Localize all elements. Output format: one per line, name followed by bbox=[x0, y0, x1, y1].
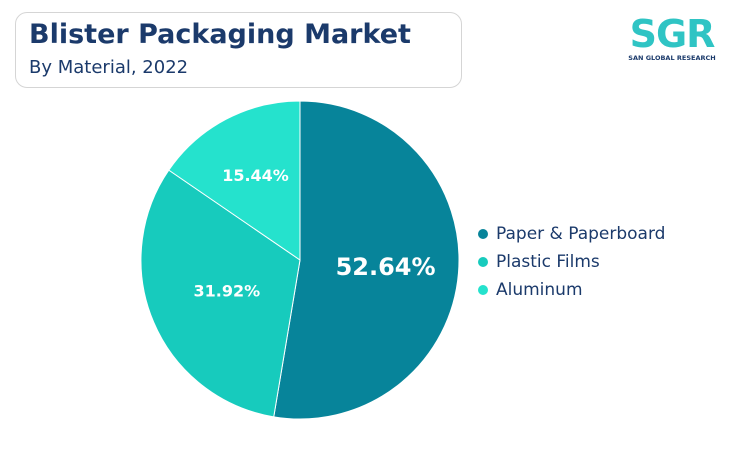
pie-slice-aluminum bbox=[168, 100, 301, 261]
pie-slice-paper-paperboard bbox=[273, 100, 460, 420]
title-box: Blister Packaging Market By Material, 20… bbox=[15, 12, 462, 88]
legend-item: Plastic Films bbox=[478, 248, 665, 276]
legend-swatch bbox=[478, 229, 488, 239]
data-label: 15.44% bbox=[222, 166, 289, 185]
legend-item: Paper & Paperboard bbox=[478, 220, 665, 248]
legend-swatch bbox=[478, 285, 488, 295]
logo-mark: SGR bbox=[629, 12, 716, 56]
chart-title: Blister Packaging Market bbox=[29, 19, 411, 50]
legend-item: Aluminum bbox=[478, 276, 665, 304]
logo-name: SAN GLOBAL RESEARCH bbox=[628, 54, 716, 62]
pie-slice-plastic-films bbox=[140, 169, 301, 418]
legend-label: Aluminum bbox=[496, 280, 583, 300]
legend-swatch bbox=[478, 257, 488, 267]
legend: Paper & Paperboard Plastic Films Aluminum bbox=[478, 220, 665, 304]
brand-logo: SGR SAN GLOBAL RESEARCH bbox=[622, 12, 722, 72]
data-label: 52.64% bbox=[336, 253, 436, 281]
data-label: 31.92% bbox=[194, 282, 261, 301]
chart-subtitle: By Material, 2022 bbox=[29, 57, 189, 78]
legend-label: Plastic Films bbox=[496, 252, 600, 272]
legend-label: Paper & Paperboard bbox=[496, 224, 666, 244]
